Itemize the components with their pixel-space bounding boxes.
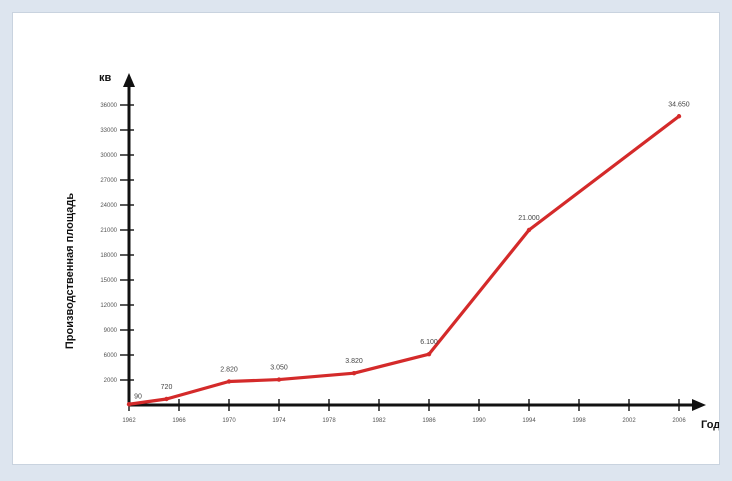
x-tick-label: 1986 <box>422 418 436 424</box>
x-tick-label: 1998 <box>572 418 586 424</box>
data-point <box>526 227 532 233</box>
data-labels: 90 720 2.820 3.050 3.820 6.100 21.000 34.650 <box>134 101 690 400</box>
y-tick-label: 30000 <box>100 153 117 159</box>
y-tick-label: 36000 <box>100 103 117 109</box>
y-axis-title: Производственная площадь <box>64 193 76 349</box>
chart-panel: 1962 1966 1970 1974 1978 1982 1986 1990 1994 1998… <box>12 12 720 465</box>
data-label: 34.650 <box>668 101 690 108</box>
y-axis-unit: кв <box>99 72 112 84</box>
x-tick-label: 1978 <box>322 418 336 424</box>
x-axis-arrow <box>692 399 706 411</box>
x-axis-title: Год <box>701 419 720 431</box>
series-line <box>127 114 681 406</box>
data-label: 6.100 <box>420 339 438 346</box>
x-tick-label: 2002 <box>622 418 636 424</box>
y-tick-label: 2000 <box>104 378 118 384</box>
y-tick-label: 15000 <box>100 278 117 284</box>
data-point <box>126 402 132 407</box>
series-layer <box>126 114 682 407</box>
data-label: 90 <box>134 393 142 400</box>
x-tick-label: 1966 <box>172 418 186 424</box>
y-tick-label: 9000 <box>104 328 118 334</box>
data-point <box>164 396 169 402</box>
x-tick-label: 1982 <box>372 418 386 424</box>
y-tick-label: 6000 <box>104 353 118 359</box>
ticks: 1962 1966 1970 1974 1978 1982 1986 1990 1994 1998… <box>100 103 686 424</box>
line-chart: 1962 1966 1970 1974 1978 1982 1986 1990 1994 1998… <box>64 72 720 431</box>
y-tick-label: 21000 <box>100 228 117 234</box>
y-tick-label: 12000 <box>100 303 117 309</box>
x-tick-label: 1974 <box>272 418 286 424</box>
data-label: 720 <box>161 384 173 391</box>
data-point <box>676 114 682 119</box>
axes <box>123 73 706 411</box>
x-tick-label: 1990 <box>472 418 486 424</box>
data-point <box>426 351 432 357</box>
data-label: 2.820 <box>220 367 238 374</box>
data-label: 3.050 <box>270 365 288 372</box>
data-point <box>226 379 232 384</box>
y-tick-label: 18000 <box>100 253 117 259</box>
x-tick-label: 1962 <box>122 418 136 424</box>
x-tick-label: 1994 <box>522 418 536 424</box>
data-label: 21.000 <box>518 215 540 222</box>
x-tick-label: 2006 <box>672 418 686 424</box>
data-point <box>276 377 282 382</box>
data-point <box>351 370 357 376</box>
y-tick-label: 27000 <box>100 178 117 184</box>
data-label: 3.820 <box>345 358 363 365</box>
y-axis-arrow <box>123 73 135 87</box>
y-tick-label: 24000 <box>100 203 117 209</box>
y-tick-label: 33000 <box>100 128 117 134</box>
x-tick-label: 1970 <box>222 418 236 424</box>
